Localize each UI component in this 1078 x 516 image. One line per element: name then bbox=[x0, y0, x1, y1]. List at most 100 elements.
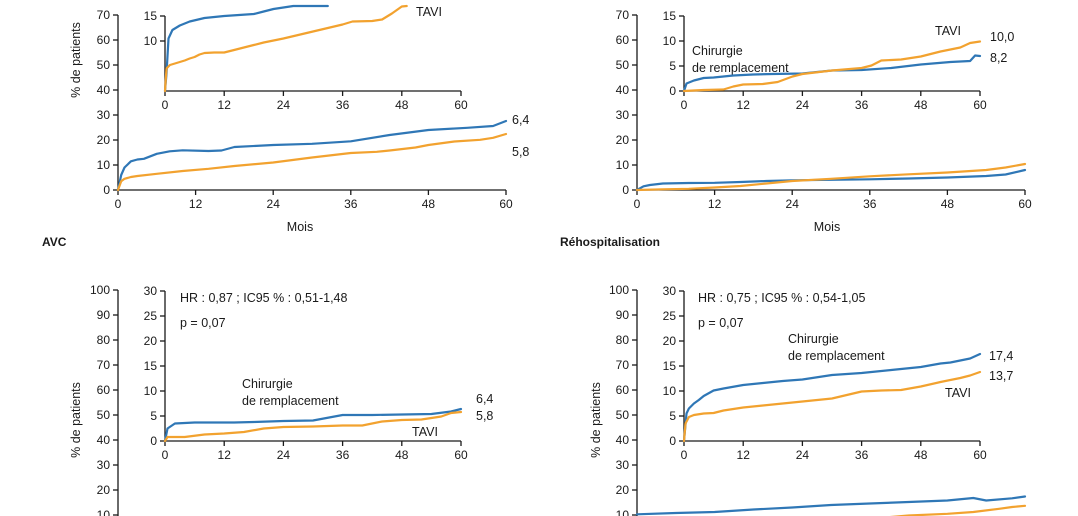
panel-top-left-inset-series-chirurgie bbox=[163, 4, 329, 93]
[object Object]-x-tick-label: 12 bbox=[708, 197, 722, 211]
panel-bottom-left-inset-series-tavi bbox=[163, 410, 463, 443]
[object Object]-y-tick-label: 30 bbox=[97, 108, 111, 122]
panel-bottom-right-inset-series-tavi bbox=[682, 370, 982, 443]
panel-bottom-left-inset-end-label-tavi: 5,8 bbox=[476, 409, 493, 423]
[object Object]-inset-y-tick-label: 15 bbox=[144, 9, 158, 23]
[object Object]-y-tick-label: 0 bbox=[103, 183, 110, 197]
panel-top-left-inset-series-label-tavi: TAVI bbox=[416, 5, 442, 19]
panel-bottom-right-inset-annotation: p = 0,07 bbox=[698, 316, 744, 330]
[object Object]-x-tick-label: 36 bbox=[344, 197, 358, 211]
[object Object]-inset-x-tick-label: 48 bbox=[395, 98, 409, 112]
[object Object]-inset-x-tick-label: 48 bbox=[914, 98, 928, 112]
[object Object]-y-tick-label: 40 bbox=[97, 83, 111, 97]
[object Object]-inset-x-tick-label: 36 bbox=[855, 98, 869, 112]
series-label-line: de remplacement bbox=[788, 349, 885, 363]
[object Object]-y-tick-label: 100 bbox=[90, 283, 110, 297]
[object Object]-y-tick-label: 50 bbox=[616, 408, 630, 422]
[object Object]-inset-y-tick-label: 15 bbox=[663, 9, 677, 23]
panel-bottom-right-series-chirurgie bbox=[635, 495, 1027, 516]
[object Object]-y-tick-label: 10 bbox=[97, 508, 111, 516]
panel-bottom-right-inset-series-chirurgie bbox=[682, 352, 982, 443]
panel-bottom-left-inset-series-label-tavi: TAVI bbox=[412, 425, 438, 439]
[object Object]-inset-x-tick-label: 0 bbox=[162, 448, 169, 462]
panel-top-right-inset-series-label-chirurgie: Chirurgie de remplacement bbox=[692, 44, 789, 75]
[object Object]-x-tick-label: 0 bbox=[634, 197, 641, 211]
[object Object]-y-tick-label: 10 bbox=[616, 508, 630, 516]
panel-bottom-left-inset-annotation: p = 0,07 bbox=[180, 316, 226, 330]
[object Object]-inset-x-tick-label: 60 bbox=[454, 98, 468, 112]
series-label-line: Chirurgie bbox=[242, 377, 293, 391]
panel-top-left-inset-series-tavi bbox=[163, 4, 408, 93]
[object Object]-x-tick-label: 48 bbox=[941, 197, 955, 211]
panel-top-right-x-label: Mois bbox=[814, 220, 840, 234]
[object Object]-inset-x-tick-label: 0 bbox=[162, 98, 169, 112]
[object Object]-inset-y-tick-label: 15 bbox=[663, 359, 677, 373]
[object Object]-inset-y-tick-label: 20 bbox=[144, 334, 158, 348]
[object Object]-inset-y-tick-label: 25 bbox=[144, 309, 158, 323]
[object Object]-y-tick-label: 70 bbox=[97, 8, 111, 22]
[object Object]-inset-x-tick-label: 60 bbox=[973, 98, 987, 112]
[object Object]-y-tick-label: 0 bbox=[622, 183, 629, 197]
[object Object]-x-tick-label: 48 bbox=[422, 197, 436, 211]
series-label-line: Chirurgie bbox=[692, 44, 743, 58]
[object Object]-x-tick-label: 12 bbox=[189, 197, 203, 211]
[object Object]-inset-x-tick-label: 0 bbox=[681, 448, 688, 462]
panel-top-left-series-chirurgie bbox=[116, 119, 508, 192]
[object Object]-y-tick-label: 50 bbox=[97, 408, 111, 422]
[object Object]-y-tick-label: 40 bbox=[616, 433, 630, 447]
[object Object]-inset-x-tick-label: 36 bbox=[855, 448, 869, 462]
[object Object]-inset-y-tick-label: 30 bbox=[144, 284, 158, 298]
[object Object]-y-tick-label: 90 bbox=[97, 308, 111, 322]
[object Object]-y-tick-label: 10 bbox=[97, 158, 111, 172]
panel-bottom-right-inset-end-label-chirurgie: 17,4 bbox=[989, 349, 1013, 363]
panel-bottom-left-inset-series-label-chirurgie: Chirurgie de remplacement bbox=[242, 377, 339, 408]
[object Object]-inset-x-tick-label: 48 bbox=[395, 448, 409, 462]
[object Object]-y-tick-label: 100 bbox=[609, 283, 629, 297]
[object Object]-y-tick-label: 60 bbox=[616, 33, 630, 47]
[object Object]-inset-y-tick-label: 20 bbox=[663, 334, 677, 348]
panel-top-left-end-label-chirurgie: 6,4 bbox=[512, 113, 529, 127]
[object Object]-x-tick-label: 36 bbox=[863, 197, 877, 211]
[object Object]-inset-y-tick-label: 10 bbox=[144, 384, 158, 398]
[object Object]-inset-x-tick-label: 24 bbox=[277, 448, 291, 462]
[object Object]-inset-x-tick-label: 0 bbox=[681, 98, 688, 112]
[object Object]-inset-x-tick-label: 12 bbox=[737, 448, 751, 462]
[object Object]-y-tick-label: 10 bbox=[616, 158, 630, 172]
[object Object]-inset-y-tick-label: 15 bbox=[144, 359, 158, 373]
[object Object]-y-tick-label: 20 bbox=[616, 483, 630, 497]
[object Object]-inset-y-tick-label: 10 bbox=[144, 34, 158, 48]
[object Object]-y-tick-label: 70 bbox=[616, 358, 630, 372]
[object Object]-y-tick-label: 70 bbox=[616, 8, 630, 22]
series-label-line: TAVI bbox=[945, 386, 971, 400]
[object Object]-x-tick-label: 60 bbox=[499, 197, 513, 211]
[object Object]-inset-x-tick-label: 12 bbox=[737, 98, 751, 112]
panel-bottom-left-inset-annotation: HR : 0,87 ; IC95 % : 0,51-1,48 bbox=[180, 291, 347, 305]
[object Object]-inset-y-tick-label: 5 bbox=[669, 409, 676, 423]
[object Object]-y-tick-label: 70 bbox=[97, 358, 111, 372]
[object Object]-y-tick-label: 80 bbox=[97, 333, 111, 347]
panel-bottom-right-inset-end-label-tavi: 13,7 bbox=[989, 369, 1013, 383]
[object Object]-inset-x-tick-label: 12 bbox=[218, 98, 232, 112]
section-title-rehospitalisation: Réhospitalisation bbox=[560, 235, 660, 249]
[object Object]-inset-y-tick-label: 10 bbox=[663, 34, 677, 48]
[object Object]-inset-y-tick-label: 10 bbox=[663, 384, 677, 398]
[object Object]-y-tick-label: 50 bbox=[616, 58, 630, 72]
panel-top-left-x-label: Mois bbox=[287, 220, 313, 234]
[object Object]-inset-x-tick-label: 60 bbox=[973, 448, 987, 462]
series-label-line: TAVI bbox=[412, 425, 438, 439]
[object Object]-inset-y-tick-label: 5 bbox=[150, 409, 157, 423]
[object Object]-y-tick-label: 60 bbox=[97, 383, 111, 397]
[object Object]-x-tick-label: 0 bbox=[115, 197, 122, 211]
[object Object]-inset-y-tick-label: 0 bbox=[669, 434, 676, 448]
[object Object]-y-tick-label: 30 bbox=[97, 458, 111, 472]
[object Object]-inset-y-tick-label: 0 bbox=[150, 434, 157, 448]
[object Object]-x-tick-label: 24 bbox=[786, 197, 800, 211]
[object Object]-inset-x-tick-label: 60 bbox=[454, 448, 468, 462]
panel-bottom-left-inset-series-chirurgie bbox=[163, 407, 463, 443]
panel-top-left-y-label: % de patients bbox=[69, 22, 83, 98]
panel-top-left-series-tavi bbox=[116, 132, 508, 192]
[object Object]-y-tick-label: 60 bbox=[616, 383, 630, 397]
panel-bottom-left-inset-end-label-chirurgie: 6,4 bbox=[476, 392, 493, 406]
[object Object]-y-tick-label: 30 bbox=[616, 108, 630, 122]
